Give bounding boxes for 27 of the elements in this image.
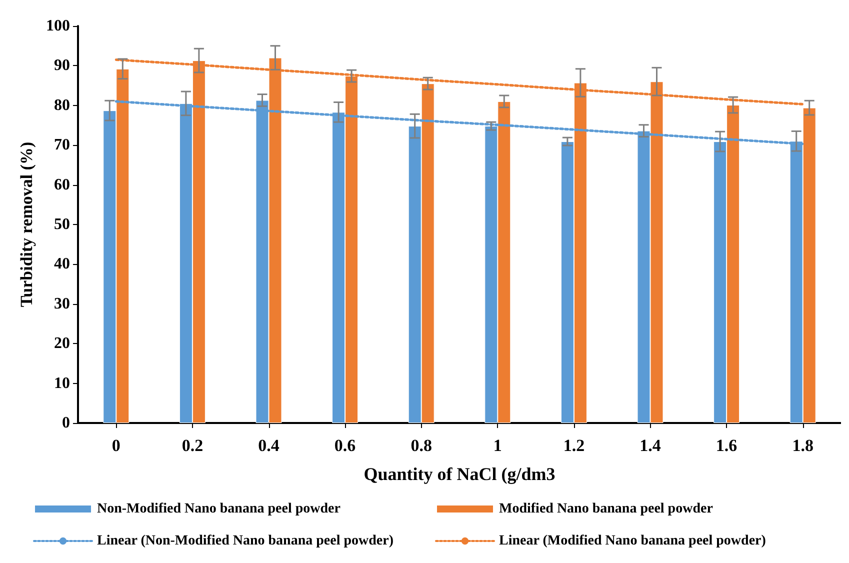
y-tick-label: 90 [54,57,70,74]
legend-label: Linear (Modified Nano banana peel powder) [499,534,766,548]
y-tick-label: 100 [46,18,70,34]
y-tick-label: 10 [54,374,70,392]
x-tick-label: 0.2 [182,436,204,455]
x-tick-label: 0.8 [410,436,432,455]
y-tick-label: 20 [54,335,70,352]
y-tick-label: 50 [54,216,70,233]
y-tick-label: 60 [54,176,70,194]
y-tick-label: 0 [62,414,70,432]
x-tick-label: 0.4 [258,436,280,455]
y-axis-title: Turbidity removal (%) [17,142,36,308]
y-tick-label: 80 [54,96,70,114]
x-tick-label: 1.4 [640,436,662,455]
x-tick-label: 1.8 [792,436,814,455]
y-tick-label: 70 [54,136,70,154]
legend-label: Non-Modified Nano banana peel powder [97,502,340,516]
x-tick-label: 1.2 [563,436,585,455]
legend-label: Linear (Non-Modified Nano banana peel powder) [97,534,394,548]
x-tick-label: 1 [493,436,502,455]
x-tick-label: 1.6 [716,436,738,455]
y-tick-label: 40 [54,256,70,273]
x-tick-label: 0.6 [334,436,356,455]
x-axis-title: Quantity of NaCl (g/dm3 [364,464,556,484]
x-tick-label: 0 [112,436,120,455]
legend-label: Modified Nano banana peel powder [499,502,713,516]
y-tick-label: 30 [54,295,70,312]
